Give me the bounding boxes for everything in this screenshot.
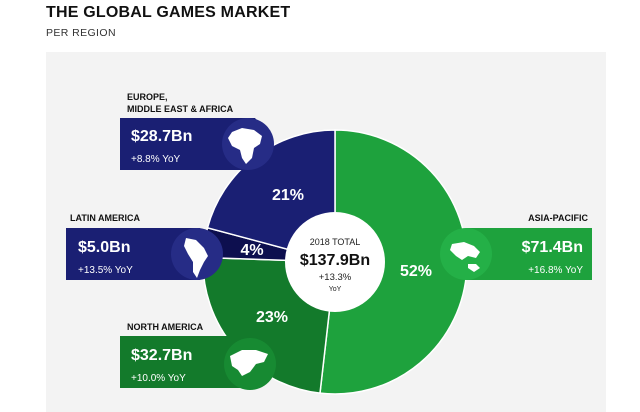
region-yoy-emea: +8.8% YoY: [131, 154, 181, 165]
chart-title: THE GLOBAL GAMES MARKET: [46, 4, 291, 21]
chart-subtitle: PER REGION: [46, 27, 116, 39]
pct-label-latin-america: 4%: [240, 242, 263, 259]
region-yoy-latin-america: +13.5% YoY: [78, 265, 133, 276]
region-card-emea: EUROPE, MIDDLE EAST & AFRICA $28.7Bn +8.…: [120, 92, 274, 170]
center-total-value: $137.9Bn: [300, 252, 370, 269]
region-yoy-north-america: +10.0% YoY: [131, 373, 186, 384]
region-name-north-america: NORTH AMERICA: [127, 322, 204, 332]
region-name-latin-america: LATIN AMERICA: [70, 213, 140, 223]
pct-label-emea: 21%: [272, 187, 304, 204]
region-name-emea-line2: MIDDLE EAST & AFRICA: [127, 104, 234, 114]
center-total-yoy: +13.3%: [319, 272, 352, 283]
region-name-emea-line1: EUROPE,: [127, 92, 168, 102]
pct-label-north-america: 23%: [256, 309, 288, 326]
region-card-asia-pacific: ASIA-PACIFIC $71.4Bn +16.8% YoY: [440, 213, 592, 280]
asia-pacific-map-icon: [440, 228, 492, 280]
region-value-emea: $28.7Bn: [131, 128, 192, 145]
region-value-north-america: $32.7Bn: [131, 347, 192, 364]
emea-map-icon: [222, 118, 274, 170]
north-america-map-icon: [224, 338, 276, 390]
region-name-asia-pacific: ASIA-PACIFIC: [528, 213, 588, 223]
region-yoy-asia-pacific: +16.8% YoY: [528, 265, 583, 276]
center-yoy-unit: YoY: [329, 286, 342, 293]
latin-america-map-icon: [171, 228, 223, 280]
pct-label-asia-pacific: 52%: [400, 263, 432, 280]
center-total-label: 2018 TOTAL: [310, 237, 361, 247]
region-value-latin-america: $5.0Bn: [78, 239, 130, 256]
region-card-latin-america: LATIN AMERICA $5.0Bn +13.5% YoY: [66, 213, 223, 280]
region-card-north-america: NORTH AMERICA $32.7Bn +10.0% YoY: [120, 322, 276, 390]
center-disc: [285, 212, 385, 312]
region-value-asia-pacific: $71.4Bn: [522, 239, 583, 256]
